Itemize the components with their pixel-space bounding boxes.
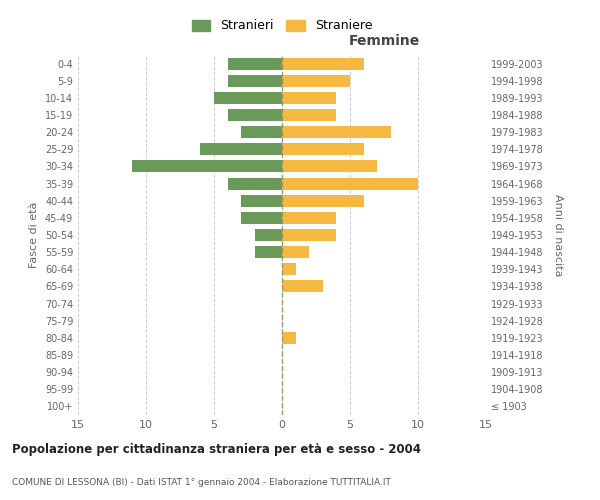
Bar [133, 160, 282, 172]
Text: Femmine: Femmine [349, 34, 419, 48]
Bar [255, 229, 282, 241]
Legend: Stranieri, Straniere: Stranieri, Straniere [187, 14, 377, 38]
Bar [282, 194, 364, 206]
Bar [214, 92, 282, 104]
Bar [282, 280, 323, 292]
Bar [282, 92, 337, 104]
Bar [241, 212, 282, 224]
Bar [282, 109, 337, 121]
Bar [282, 264, 296, 276]
Bar [227, 58, 282, 70]
Bar [282, 160, 377, 172]
Bar [200, 144, 282, 156]
Bar [227, 74, 282, 86]
Bar [255, 246, 282, 258]
Bar [227, 109, 282, 121]
Bar [282, 178, 418, 190]
Bar [282, 126, 391, 138]
Bar [282, 332, 296, 344]
Text: COMUNE DI LESSONA (BI) - Dati ISTAT 1° gennaio 2004 - Elaborazione TUTTITALIA.IT: COMUNE DI LESSONA (BI) - Dati ISTAT 1° g… [12, 478, 391, 487]
Bar [227, 178, 282, 190]
Bar [282, 212, 337, 224]
Bar [282, 144, 364, 156]
Bar [282, 58, 364, 70]
Bar [282, 246, 309, 258]
Y-axis label: Fasce di età: Fasce di età [29, 202, 39, 268]
Bar [282, 229, 337, 241]
Bar [241, 126, 282, 138]
Bar [241, 194, 282, 206]
Y-axis label: Anni di nascita: Anni di nascita [553, 194, 563, 276]
Bar [282, 74, 350, 86]
Text: Popolazione per cittadinanza straniera per età e sesso - 2004: Popolazione per cittadinanza straniera p… [12, 442, 421, 456]
